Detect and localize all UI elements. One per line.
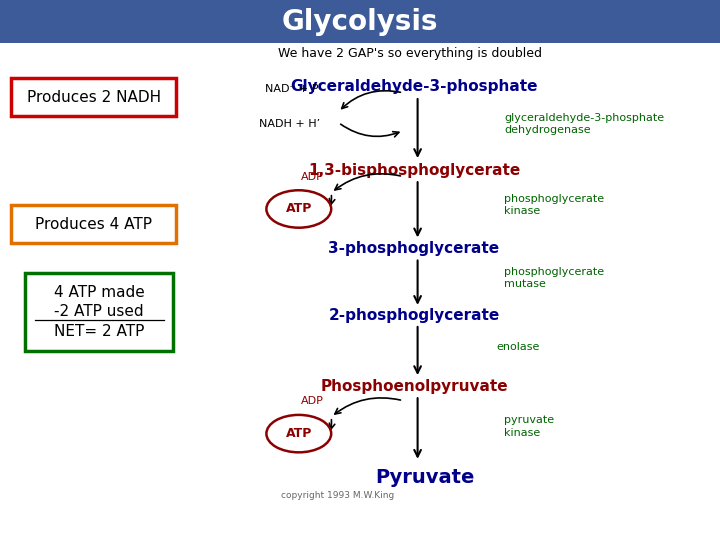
Text: Produces 2 NADH: Produces 2 NADH bbox=[27, 90, 161, 105]
Text: Phosphoenolpyruvate: Phosphoenolpyruvate bbox=[320, 379, 508, 394]
Text: NAD⁻ + Pᴵ: NAD⁻ + Pᴵ bbox=[265, 84, 320, 94]
Text: Glycolysis: Glycolysis bbox=[282, 8, 438, 36]
FancyBboxPatch shape bbox=[11, 78, 176, 116]
Text: We have 2 GAP's so everything is doubled: We have 2 GAP's so everything is doubled bbox=[279, 48, 542, 60]
Text: ATP: ATP bbox=[286, 202, 312, 215]
Ellipse shape bbox=[266, 190, 331, 228]
Text: NADH + H’: NADH + H’ bbox=[259, 119, 320, 129]
Text: phosphoglycerate
mutase: phosphoglycerate mutase bbox=[504, 267, 604, 289]
Ellipse shape bbox=[266, 415, 331, 453]
Text: enolase: enolase bbox=[497, 342, 540, 352]
Text: 2-phosphoglycerate: 2-phosphoglycerate bbox=[328, 308, 500, 323]
FancyBboxPatch shape bbox=[25, 273, 173, 351]
Text: Produces 4 ATP: Produces 4 ATP bbox=[35, 217, 152, 232]
Text: 4 ATP made
-2 ATP used
NET= 2 ATP: 4 ATP made -2 ATP used NET= 2 ATP bbox=[53, 285, 145, 339]
Text: pyruvate
kinase: pyruvate kinase bbox=[504, 415, 554, 438]
Text: phosphoglycerate
kinase: phosphoglycerate kinase bbox=[504, 194, 604, 217]
Text: 1,3-bisphosphoglycerate: 1,3-bisphosphoglycerate bbox=[308, 163, 520, 178]
Text: ADP: ADP bbox=[301, 396, 324, 406]
Text: 3-phosphoglycerate: 3-phosphoglycerate bbox=[328, 241, 500, 256]
Text: glyceraldehyde-3-phosphate
dehydrogenase: glyceraldehyde-3-phosphate dehydrogenase bbox=[504, 113, 664, 136]
Text: ATP: ATP bbox=[286, 427, 312, 440]
FancyBboxPatch shape bbox=[11, 205, 176, 243]
Text: Pyruvate: Pyruvate bbox=[375, 468, 474, 488]
Text: Glyceraldehyde-3-phosphate: Glyceraldehyde-3-phosphate bbox=[290, 79, 538, 94]
FancyBboxPatch shape bbox=[0, 0, 720, 43]
Text: ADP: ADP bbox=[301, 172, 324, 181]
Text: copyright 1993 M.W.King: copyright 1993 M.W.King bbox=[281, 491, 394, 500]
